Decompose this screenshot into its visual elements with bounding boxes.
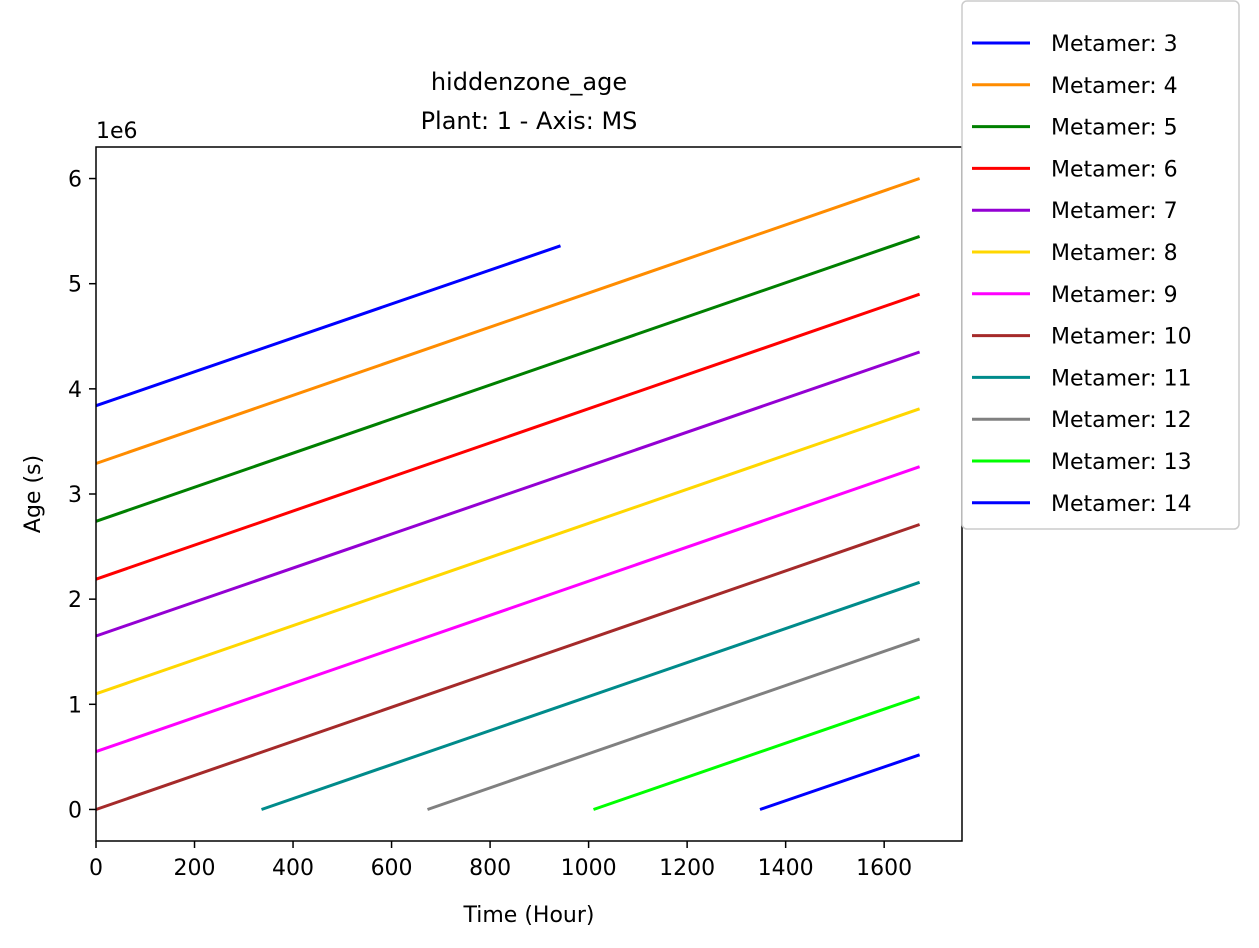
series-line-5 (95, 350, 921, 638)
y-tick-label: 6 (68, 168, 82, 193)
series-line-4 (95, 292, 921, 581)
legend-entry-1: Metamer: 3 (1051, 32, 1178, 57)
y-tick-label: 2 (68, 588, 82, 613)
legend-entry-11: Metamer: 13 (1051, 450, 1192, 475)
y-tick-label: 5 (68, 273, 82, 298)
legend: Metamer: 3 Metamer: 4 Metamer: 5 Metamer: 6… (961, 0, 1240, 530)
legend-entry-4: Metamer: 6 (1051, 157, 1178, 182)
y-axis-ticks: 0 1 2 3 4 5 6 (68, 168, 96, 823)
y-axis-scale-label: 1e6 (96, 119, 138, 144)
x-tick-label: 800 (469, 856, 511, 881)
x-tick-label: 1600 (856, 856, 912, 881)
x-tick-label: 400 (272, 856, 314, 881)
legend-entry-9: Metamer: 11 (1051, 366, 1192, 391)
series-line-1 (95, 244, 561, 408)
x-tick-label: 200 (174, 856, 216, 881)
y-tick-label: 0 (68, 798, 82, 823)
legend-entry-2: Metamer: 4 (1051, 74, 1178, 99)
series-layer (95, 177, 921, 811)
x-tick-label: 600 (371, 856, 413, 881)
series-line-12 (759, 753, 921, 811)
legend-entry-12: Metamer: 14 (1051, 492, 1192, 517)
x-tick-label: 1000 (561, 856, 617, 881)
series-line-2 (95, 177, 921, 465)
y-tick-label: 3 (68, 483, 82, 508)
x-tick-label: 1200 (659, 856, 715, 881)
x-axis-ticks: 0 200 400 600 800 1000 1200 1400 1600 (89, 841, 912, 881)
legend-entry-6: Metamer: 8 (1051, 241, 1178, 266)
series-line-8 (95, 523, 921, 811)
legend-entry-7: Metamer: 9 (1051, 283, 1178, 308)
series-line-9 (261, 580, 921, 811)
legend-entry-5: Metamer: 7 (1051, 199, 1178, 224)
chart-title: hiddenzone_age (431, 68, 627, 96)
x-axis-label: Time (Hour) (463, 903, 595, 928)
series-line-10 (427, 637, 921, 811)
legend-frame (961, 0, 1240, 530)
legend-entry-3: Metamer: 5 (1051, 116, 1178, 141)
legend-entry-8: Metamer: 10 (1051, 325, 1192, 350)
x-tick-label: 0 (89, 856, 103, 881)
chart-subtitle: Plant: 1 - Axis: MS (421, 107, 638, 135)
y-tick-label: 1 (68, 693, 82, 718)
x-tick-label: 1400 (758, 856, 814, 881)
series-line-6 (95, 407, 921, 696)
y-axis-label: Age (s) (21, 455, 46, 533)
legend-entry-10: Metamer: 12 (1051, 408, 1192, 433)
series-line-3 (95, 234, 921, 523)
series-line-11 (593, 695, 921, 811)
y-tick-label: 4 (68, 378, 82, 403)
plot-frame (95, 146, 963, 842)
series-line-7 (95, 465, 921, 754)
